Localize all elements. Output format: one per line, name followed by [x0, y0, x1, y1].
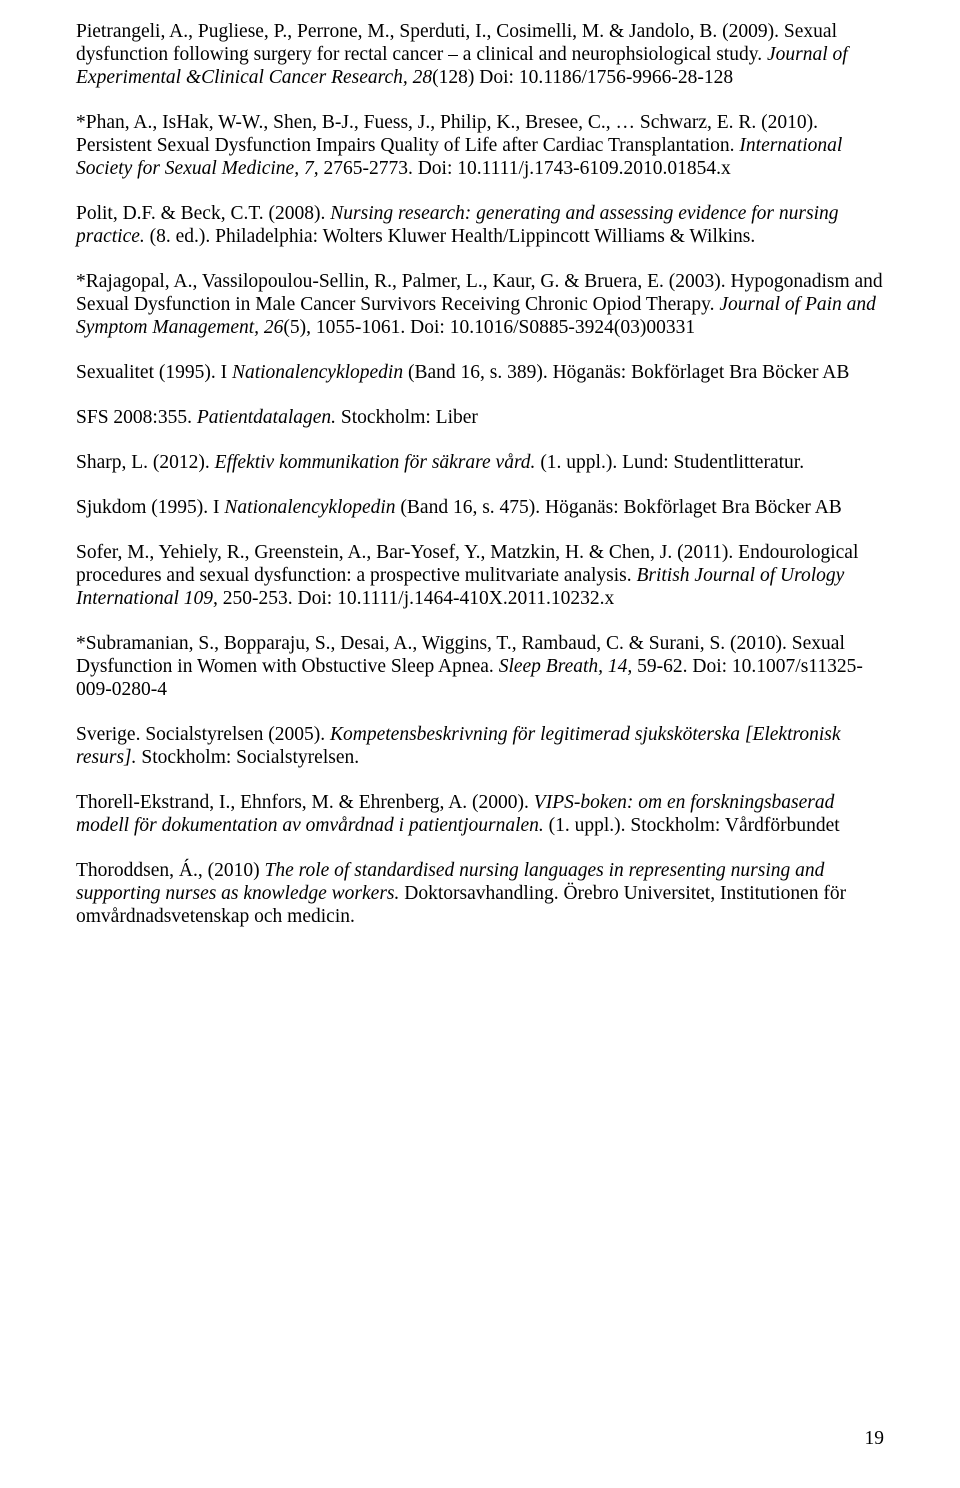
reference-text-segment: 2765-2773. Doi: 10.1111/j.1743-6109.2010…: [319, 158, 731, 179]
reference-text-segment: Stockholm: Liber: [336, 407, 478, 428]
reference-italic-segment: Nationalencyklopedin: [232, 362, 403, 383]
reference-text-segment: Stockholm: Socialstyrelsen.: [137, 747, 360, 768]
reference-text-segment: Thoroddsen, Á., (2010): [76, 860, 264, 881]
reference-entry: *Rajagopal, A., Vassilopoulou-Sellin, R.…: [76, 270, 884, 339]
page-number: 19: [865, 1428, 885, 1450]
reference-italic-segment: Patientdatalagen.: [197, 407, 336, 428]
page-container: Pietrangeli, A., Pugliese, P., Perrone, …: [0, 0, 960, 1488]
reference-text-segment: (5), 1055-1061. Doi: 10.1016/S0885-3924(…: [283, 317, 695, 338]
reference-entry: *Phan, A., IsHak, W-W., Shen, B-J., Fues…: [76, 111, 884, 180]
references-list: Pietrangeli, A., Pugliese, P., Perrone, …: [76, 20, 884, 928]
reference-entry: SFS 2008:355. Patientdatalagen. Stockhol…: [76, 406, 884, 429]
reference-entry: Sharp, L. (2012). Effektiv kommunikation…: [76, 451, 884, 474]
reference-entry: Sjukdom (1995). I Nationalencyklopedin (…: [76, 496, 884, 519]
reference-entry: Sverige. Socialstyrelsen (2005). Kompete…: [76, 723, 884, 769]
reference-text-segment: Sexualitet (1995). I: [76, 362, 232, 383]
reference-text-segment: Sharp, L. (2012).: [76, 452, 215, 473]
reference-text-segment: Thorell-Ekstrand, I., Ehnfors, M. & Ehre…: [76, 792, 534, 813]
reference-text-segment: (Band 16, s. 475). Höganäs: Bokförlaget …: [396, 497, 842, 518]
reference-text-segment: 250-253. Doi: 10.1111/j.1464-410X.2011.1…: [218, 588, 614, 609]
reference-entry: Pietrangeli, A., Pugliese, P., Perrone, …: [76, 20, 884, 89]
reference-text-segment: *Phan, A., IsHak, W-W., Shen, B-J., Fues…: [76, 112, 818, 156]
reference-text-segment: (Band 16, s. 389). Höganäs: Bokförlaget …: [403, 362, 849, 383]
reference-entry: Sexualitet (1995). I Nationalencyklopedi…: [76, 361, 884, 384]
reference-text-segment: Sverige. Socialstyrelsen (2005).: [76, 724, 330, 745]
reference-text-segment: Sjukdom (1995). I: [76, 497, 224, 518]
reference-entry: Polit, D.F. & Beck, C.T. (2008). Nursing…: [76, 202, 884, 248]
reference-text-segment: (1. uppl.). Stockholm: Vårdförbundet: [544, 815, 840, 836]
reference-italic-segment: Sleep Breath, 14,: [499, 656, 633, 677]
reference-entry: *Subramanian, S., Bopparaju, S., Desai, …: [76, 632, 884, 701]
reference-text-segment: (8. ed.). Philadelphia: Wolters Kluwer H…: [145, 226, 755, 247]
reference-text-segment: (1. uppl.). Lund: Studentlitteratur.: [535, 452, 804, 473]
reference-italic-segment: Nationalencyklopedin: [224, 497, 395, 518]
reference-entry: Sofer, M., Yehiely, R., Greenstein, A., …: [76, 541, 884, 610]
reference-text-segment: Polit, D.F. & Beck, C.T. (2008).: [76, 203, 330, 224]
reference-entry: Thoroddsen, Á., (2010) The role of stand…: [76, 859, 884, 928]
reference-italic-segment: Effektiv kommunikation för säkrare vård.: [215, 452, 536, 473]
reference-entry: Thorell-Ekstrand, I., Ehnfors, M. & Ehre…: [76, 791, 884, 837]
reference-text-segment: Pietrangeli, A., Pugliese, P., Perrone, …: [76, 21, 837, 65]
reference-text-segment: (128) Doi: 10.1186/1756-9966-28-128: [432, 67, 733, 88]
reference-text-segment: SFS 2008:355.: [76, 407, 197, 428]
